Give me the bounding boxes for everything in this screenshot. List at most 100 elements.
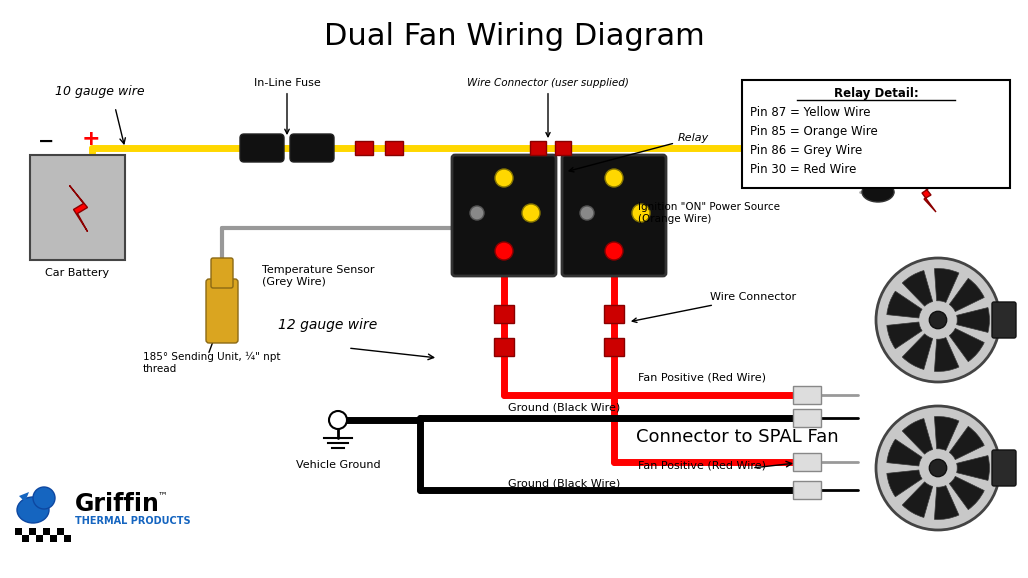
Circle shape: [495, 169, 513, 187]
Ellipse shape: [17, 497, 49, 523]
Circle shape: [929, 460, 947, 477]
Circle shape: [632, 204, 650, 222]
Text: In-Line Fuse: In-Line Fuse: [254, 78, 321, 134]
Wedge shape: [949, 427, 984, 460]
Bar: [43, 535, 50, 542]
Text: Ground (Black Wire): Ground (Black Wire): [508, 402, 620, 412]
Text: Wire Connector: Wire Connector: [632, 292, 796, 323]
Text: Griffin: Griffin: [75, 492, 160, 516]
Bar: [29, 528, 36, 535]
Wedge shape: [903, 271, 932, 306]
Circle shape: [329, 411, 347, 429]
Bar: [29, 535, 36, 542]
FancyBboxPatch shape: [240, 134, 284, 162]
Text: Fan Positive (Red Wire): Fan Positive (Red Wire): [638, 373, 766, 383]
FancyBboxPatch shape: [793, 409, 821, 427]
FancyBboxPatch shape: [386, 141, 403, 155]
Bar: [64, 535, 71, 542]
Circle shape: [605, 169, 623, 187]
Bar: [15, 535, 22, 542]
Text: 12 gauge wire: 12 gauge wire: [278, 318, 377, 332]
FancyBboxPatch shape: [452, 155, 556, 276]
Circle shape: [33, 487, 56, 509]
Text: 185° Sending Unit, ¼" npt
thread: 185° Sending Unit, ¼" npt thread: [143, 352, 281, 374]
Ellipse shape: [862, 182, 894, 202]
Text: Wire Connector (user supplied): Wire Connector (user supplied): [467, 78, 629, 136]
Wedge shape: [934, 338, 959, 372]
FancyBboxPatch shape: [562, 155, 666, 276]
Text: +: +: [82, 129, 101, 149]
Bar: [57, 528, 64, 535]
Bar: [22, 528, 29, 535]
FancyBboxPatch shape: [604, 305, 624, 323]
FancyBboxPatch shape: [742, 80, 1009, 188]
FancyBboxPatch shape: [30, 155, 125, 260]
Polygon shape: [916, 176, 937, 212]
FancyBboxPatch shape: [355, 141, 373, 155]
Wedge shape: [949, 476, 984, 510]
Text: −: −: [38, 132, 54, 151]
FancyBboxPatch shape: [793, 481, 821, 499]
Bar: [50, 535, 57, 542]
Text: Pin 30 = Red Wire: Pin 30 = Red Wire: [750, 163, 856, 176]
Wedge shape: [934, 417, 959, 450]
Bar: [36, 535, 43, 542]
Bar: [57, 535, 64, 542]
Text: ™: ™: [158, 490, 168, 500]
FancyBboxPatch shape: [211, 258, 233, 288]
FancyBboxPatch shape: [992, 450, 1016, 486]
Circle shape: [929, 312, 947, 329]
FancyBboxPatch shape: [530, 141, 546, 155]
Circle shape: [580, 206, 594, 220]
Text: THERMAL PRODUCTS: THERMAL PRODUCTS: [75, 516, 190, 526]
Text: Relay Detail:: Relay Detail:: [834, 87, 918, 100]
Wedge shape: [949, 328, 984, 362]
Polygon shape: [19, 492, 29, 502]
Wedge shape: [957, 455, 990, 480]
Circle shape: [876, 406, 1000, 530]
Bar: [36, 528, 43, 535]
Text: Relay: Relay: [570, 133, 709, 172]
Text: Vehicle Ground: Vehicle Ground: [296, 460, 380, 470]
Circle shape: [876, 258, 1000, 382]
Text: Fan Positive (Red Wire): Fan Positive (Red Wire): [638, 460, 766, 470]
Polygon shape: [70, 186, 87, 232]
Text: Ground (Black Wire): Ground (Black Wire): [508, 478, 620, 488]
Text: Pin 87 = Yellow Wire: Pin 87 = Yellow Wire: [750, 106, 871, 119]
FancyBboxPatch shape: [992, 302, 1016, 338]
Wedge shape: [949, 279, 984, 312]
Text: Ignition "ON" Power Source
(Orange Wire): Ignition "ON" Power Source (Orange Wire): [638, 202, 780, 224]
FancyBboxPatch shape: [494, 338, 514, 356]
FancyBboxPatch shape: [206, 279, 238, 343]
Wedge shape: [934, 269, 959, 302]
FancyBboxPatch shape: [793, 453, 821, 471]
Text: Dual Fan Wiring Diagram: Dual Fan Wiring Diagram: [324, 22, 704, 51]
Text: Pin 86 = Grey Wire: Pin 86 = Grey Wire: [750, 144, 862, 157]
Wedge shape: [887, 439, 922, 466]
Bar: [22, 535, 29, 542]
Wedge shape: [903, 482, 932, 517]
Bar: [43, 528, 50, 535]
Text: Pin 85 = Orange Wire: Pin 85 = Orange Wire: [750, 125, 878, 138]
Circle shape: [522, 204, 540, 222]
Text: 10 gauge wire: 10 gauge wire: [56, 85, 145, 98]
Circle shape: [495, 242, 513, 260]
FancyBboxPatch shape: [555, 141, 571, 155]
Wedge shape: [887, 322, 922, 349]
Bar: [64, 528, 71, 535]
Circle shape: [470, 206, 484, 220]
Text: Temperature Sensor
(Grey Wire): Temperature Sensor (Grey Wire): [262, 265, 374, 287]
Wedge shape: [887, 470, 922, 497]
Wedge shape: [957, 307, 990, 332]
Wedge shape: [934, 486, 959, 520]
FancyBboxPatch shape: [290, 134, 334, 162]
Wedge shape: [887, 291, 922, 318]
Text: Connector to SPAL Fan: Connector to SPAL Fan: [636, 428, 839, 446]
FancyBboxPatch shape: [793, 386, 821, 404]
Circle shape: [605, 242, 623, 260]
Bar: [15, 528, 22, 535]
Text: Car Battery: Car Battery: [45, 268, 110, 278]
Bar: [50, 528, 57, 535]
FancyBboxPatch shape: [604, 338, 624, 356]
Wedge shape: [903, 418, 932, 454]
